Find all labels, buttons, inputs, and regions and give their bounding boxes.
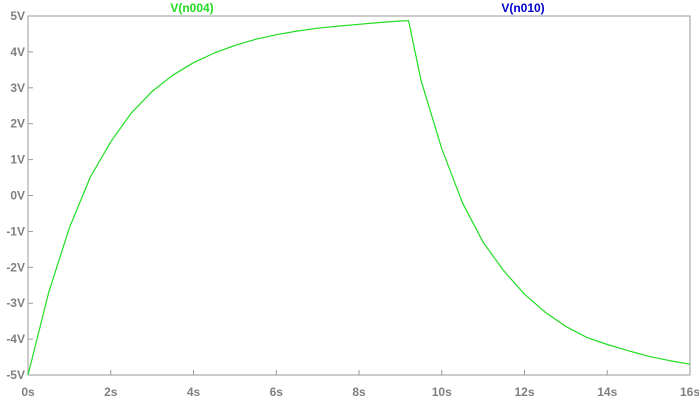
series-label-vn010: V(n010) [501,1,544,15]
x-tick-label: 12s [514,385,534,399]
series-label-vn004: V(n004) [170,1,213,15]
x-tick-label: 4s [187,385,201,399]
plot-frame [27,15,691,376]
x-tick-label: 0s [21,385,35,399]
x-tick-label: 10s [432,385,452,399]
y-tick-label: -1V [6,224,25,238]
y-tick-label: 4V [10,45,25,59]
y-tick-label: -5V [6,368,25,382]
series-line-vn004 [27,20,691,376]
y-tick-label: -2V [6,260,25,274]
x-tick-label: 8s [352,385,366,399]
x-tick-label: 6s [270,385,284,399]
x-tick-label: 16s [680,385,699,399]
y-tick-label: 5V [10,9,25,23]
plot-border [27,15,691,376]
x-tick-label: 2s [104,385,118,399]
y-tick-label: 3V [10,81,25,95]
series-labels: V(n004) V(n010) [170,1,544,15]
y-axis-ticks: 5V 4V 3V 2V 1V 0V -1V -2V -3V -4V -5V [6,9,33,382]
y-tick-label: 1V [10,153,25,167]
series-layer [27,20,691,376]
y-tick-label: -4V [6,332,25,346]
y-tick-label: 2V [10,117,25,131]
x-axis-ticks: 0s 2s 4s 6s 8s 10s 12s 14s 16s [21,370,699,399]
y-tick-label: -3V [6,296,25,310]
x-tick-label: 14s [597,385,617,399]
y-tick-label: 0V [10,189,25,203]
